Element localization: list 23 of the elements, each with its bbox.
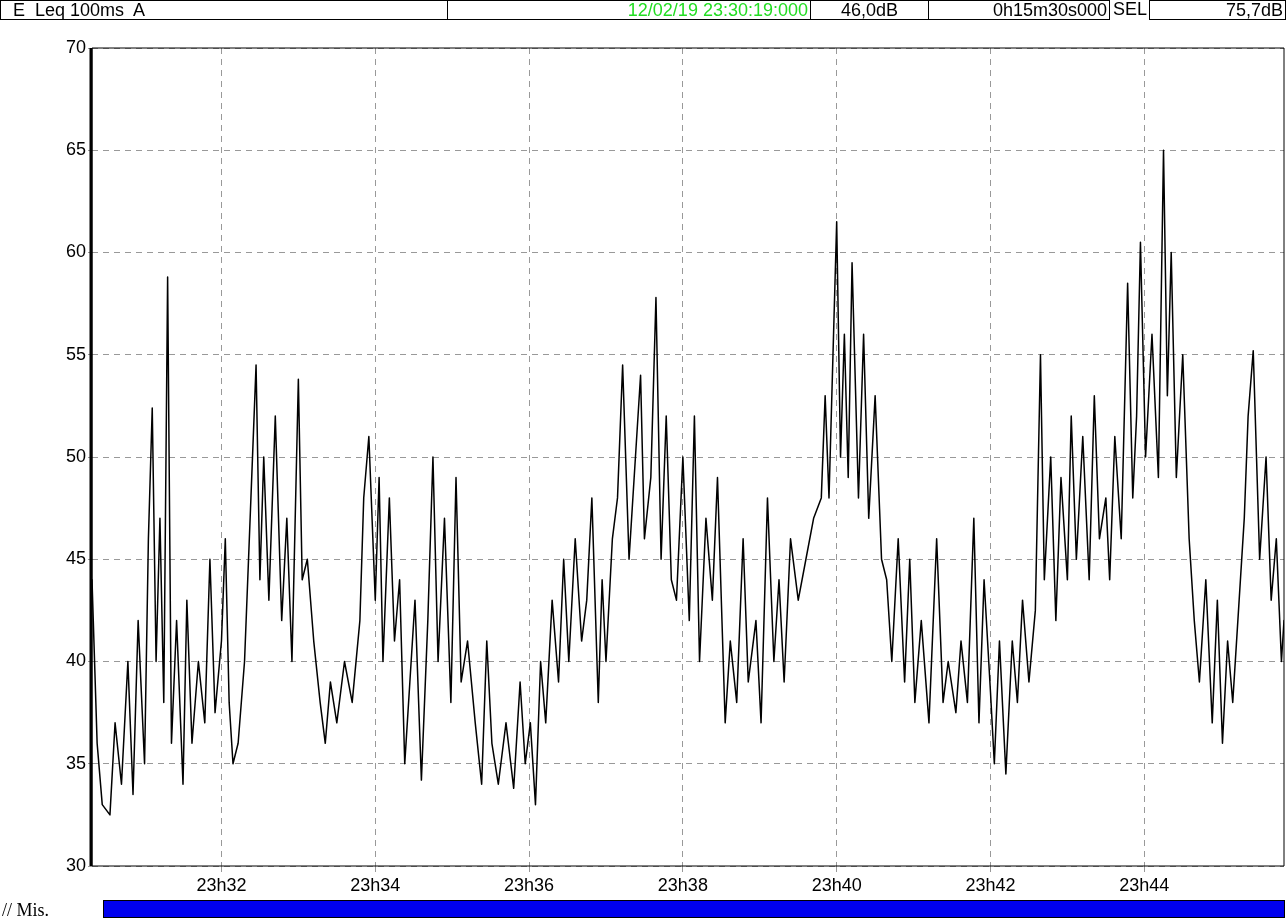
x-tick-label: 23h40	[811, 874, 862, 895]
x-tick-label: 23h34	[350, 874, 401, 895]
y-tick-label: 50	[65, 445, 86, 466]
y-tick-label: 60	[65, 241, 86, 262]
x-tick-label: 23h32	[196, 874, 247, 895]
text: 46,0dB	[810, 0, 929, 20]
text: 0h15m30s000	[928, 0, 1110, 20]
y-tick-label: 70	[65, 36, 86, 57]
text: 12/02/19 23:30:19:000	[447, 0, 811, 20]
x-tick-label: 23h38	[657, 874, 708, 895]
text: // Mis.	[2, 900, 50, 921]
y-tick-label: 35	[65, 752, 86, 773]
y-tick-label: 30	[65, 854, 86, 875]
text: E Leq 100ms A	[0, 0, 448, 20]
x-tick-label: 23h36	[504, 874, 555, 895]
y-tick-label: 45	[65, 548, 86, 569]
y-tick-label: 65	[65, 139, 86, 160]
x-tick-label: 23h44	[1119, 874, 1170, 895]
text: 75,7dB	[1149, 0, 1286, 20]
y-tick-label: 55	[65, 343, 86, 364]
x-tick-label: 23h42	[965, 874, 1016, 895]
y-tick-label: 40	[65, 650, 86, 671]
text: SEL	[1112, 0, 1148, 20]
